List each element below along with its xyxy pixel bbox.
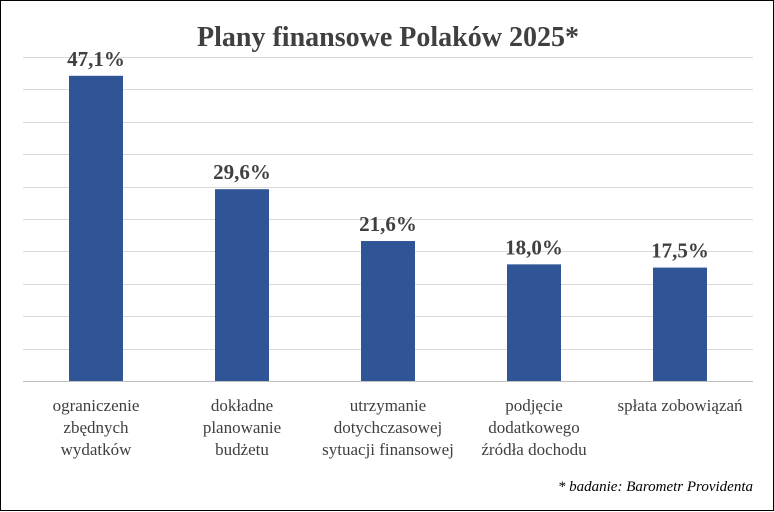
category-label: planowanie (203, 418, 281, 437)
category-label: źródła dochodu (481, 440, 587, 459)
footnote: * badanie: Barometr Providenta (558, 479, 753, 495)
category-label: utrzymanie (350, 396, 426, 415)
category-labels: ograniczenie zbędnych wydatków dokładne plan… (53, 396, 743, 459)
data-label: 17,5% (651, 239, 709, 263)
bar (653, 267, 707, 381)
category-label: dotychczasowej (334, 418, 443, 437)
bar (69, 75, 123, 382)
data-label: 47,1% (67, 47, 125, 71)
data-label: 29,6% (213, 160, 271, 184)
category-label: budżetu (215, 440, 269, 459)
data-labels: 47,1% 29,6% 21,6% 18,0% 17,5% (67, 47, 709, 263)
bar (215, 189, 269, 381)
chart-title: Plany finansowe Polaków 2025* (197, 22, 579, 53)
category-label: wydatków (61, 440, 133, 459)
category-label: spłata zobowiązań (617, 396, 743, 415)
category-label: sytuacji finansowej (322, 440, 454, 459)
bar (361, 241, 415, 381)
bar (507, 264, 561, 381)
category-label: dodatkowego (488, 418, 580, 437)
category-label: ograniczenie (53, 396, 140, 415)
category-label: zbędnych (63, 418, 129, 437)
bars (69, 75, 707, 382)
data-label: 21,6% (359, 212, 417, 236)
category-label: dokładne (211, 396, 273, 415)
data-label: 18,0% (505, 235, 563, 259)
category-label: podjęcie (505, 396, 563, 415)
